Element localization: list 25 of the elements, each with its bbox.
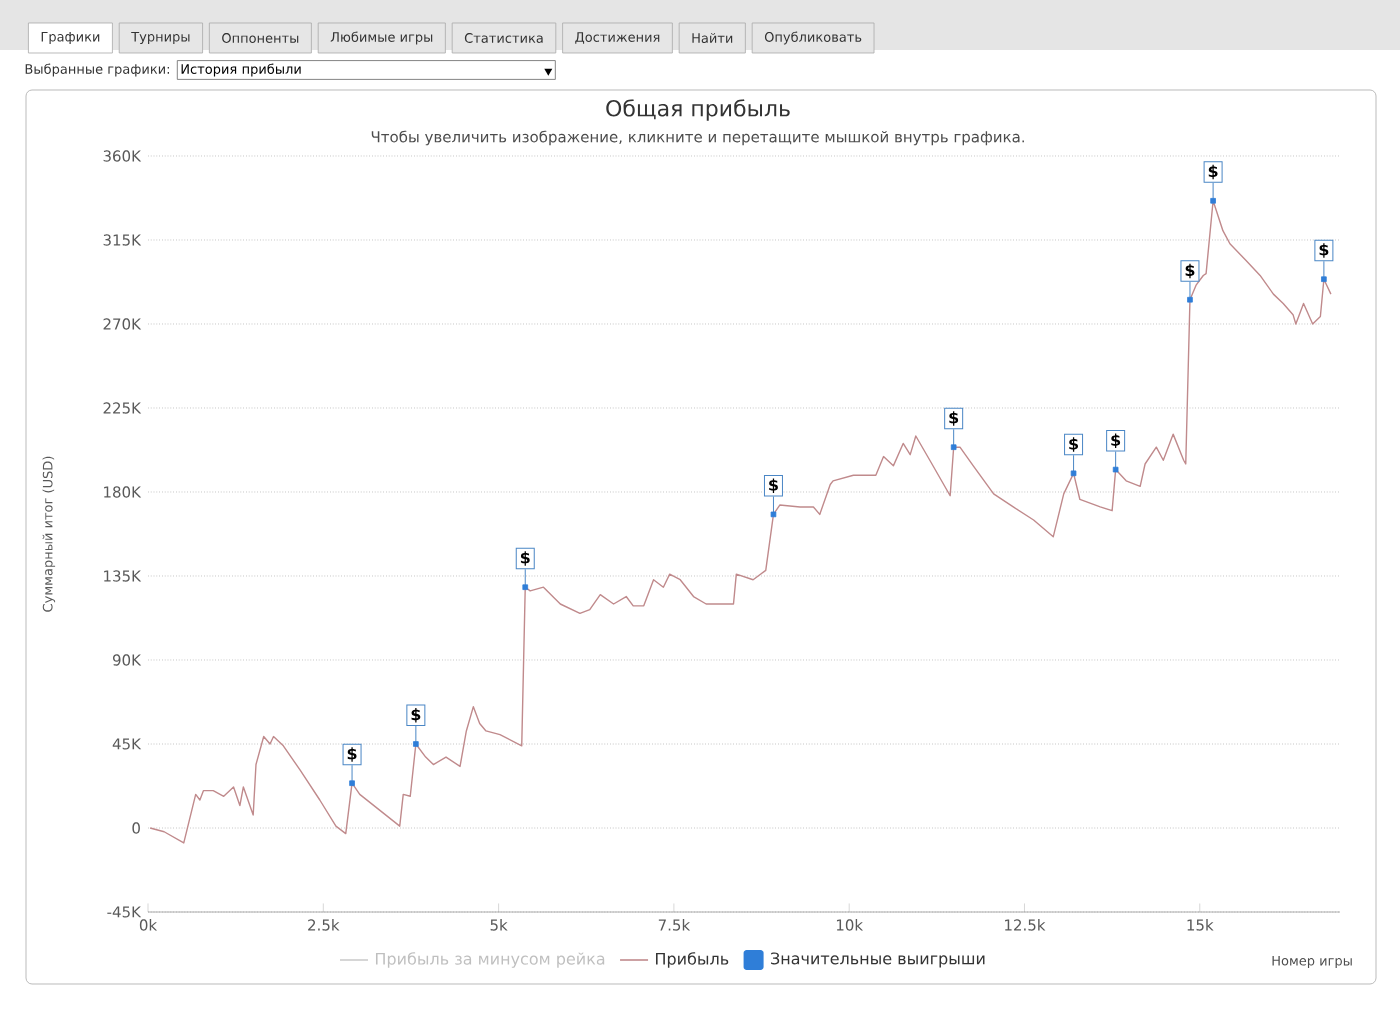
annotation: $ xyxy=(520,551,530,566)
annotation: $ xyxy=(1208,164,1218,180)
annotation: $ xyxy=(769,478,778,493)
annotation: $ xyxy=(1069,437,1079,452)
chart-title: Общая прибыль xyxy=(606,99,790,121)
point xyxy=(522,584,529,590)
point xyxy=(349,780,355,786)
point xyxy=(950,444,957,450)
point xyxy=(1321,276,1327,282)
annotation: $ xyxy=(1185,263,1195,279)
legend-label: Прибыль xyxy=(656,952,729,968)
annotation: $ xyxy=(1111,433,1121,449)
annotation: $ xyxy=(347,747,357,762)
annotation: $ xyxy=(949,411,959,426)
line-series xyxy=(149,200,1332,844)
annotation: $ xyxy=(1319,243,1329,258)
point xyxy=(1070,470,1077,477)
point xyxy=(1112,466,1119,473)
point xyxy=(1187,296,1193,303)
legend-label: Значительные выигрыши xyxy=(771,952,985,968)
legend-label: Прибыль за минусом рейка xyxy=(375,952,605,968)
annotation: $ xyxy=(411,708,421,723)
point xyxy=(770,511,777,518)
point xyxy=(413,741,419,747)
point xyxy=(1210,198,1216,204)
